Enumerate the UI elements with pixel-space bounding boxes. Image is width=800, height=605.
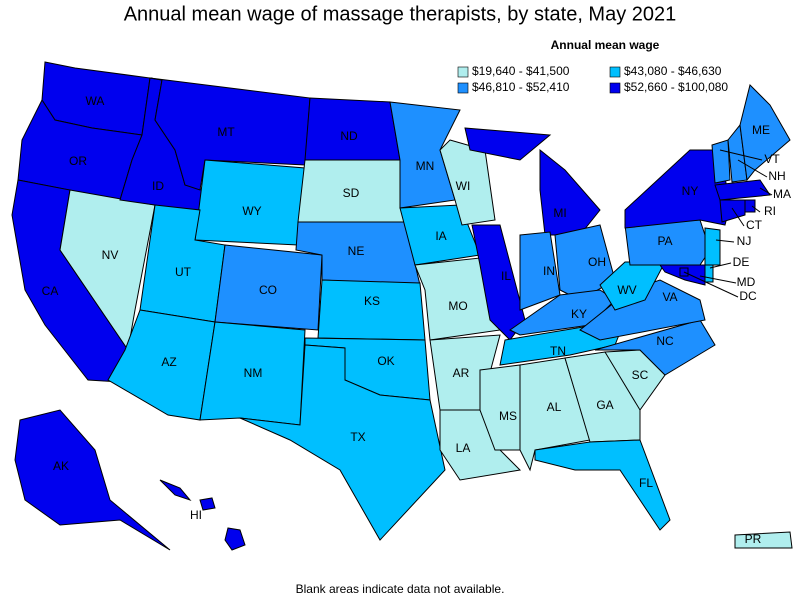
state-area: [224, 527, 246, 551]
state-label: DC: [739, 289, 757, 303]
state-label: IL: [501, 269, 511, 283]
state-label: AL: [547, 400, 562, 414]
state-label: IN: [543, 264, 555, 278]
state-labels: WA OR CA NV ID MT WY UT AZ CO NM ND SD NE KS OK TX MN IA MO…: [42, 94, 791, 546]
state-label: LA: [456, 441, 471, 455]
state-label: SD: [343, 186, 360, 200]
state-area: [599, 261, 666, 311]
state-area: [194, 159, 306, 246]
state-area: [239, 344, 446, 541]
legend-swatch: [609, 82, 621, 94]
legend: $19,640 - $41,500 $43,080 - $46,630 $46,81…: [457, 64, 728, 94]
state-label: WI: [456, 179, 471, 193]
leader-line: [731, 207, 745, 227]
state-label: CO: [259, 283, 277, 297]
legend-label: $19,640 - $41,500: [472, 64, 570, 78]
leader-line: [699, 275, 737, 284]
state-label: GA: [596, 398, 613, 412]
footnote: Blank areas indicate data not available.: [296, 582, 505, 596]
state-label: CT: [746, 218, 763, 232]
state-area: [199, 497, 216, 511]
state-area: [739, 84, 791, 182]
state-label: AZ: [161, 355, 176, 369]
state-area: [214, 244, 323, 331]
state-label: FL: [639, 476, 653, 490]
state-label: NH: [768, 169, 785, 183]
leader-line: [709, 262, 732, 269]
legend-label: $43,080 - $46,630: [624, 64, 722, 78]
state-label: NV: [102, 248, 119, 262]
state-area: [594, 319, 716, 376]
leader-line: [737, 159, 768, 178]
leader-line: [683, 271, 739, 298]
state-area: [317, 279, 426, 341]
state-label: WA: [86, 94, 105, 108]
legend-label: $52,660 - $100,080: [624, 80, 728, 94]
state-label: WY: [242, 204, 261, 218]
leader-line: [715, 239, 735, 243]
state-label: VT: [764, 152, 780, 166]
state-area: [734, 531, 793, 549]
state-label: RI: [764, 204, 776, 218]
state-area: [414, 257, 501, 341]
state-area: [719, 199, 746, 223]
state-label: OH: [588, 255, 606, 269]
legend-swatch: [457, 82, 469, 94]
state-label: ME: [752, 123, 770, 137]
legend-swatch: [609, 66, 621, 78]
state-label: TX: [350, 430, 365, 444]
state-label: NE: [348, 244, 365, 258]
state-label: TN: [550, 344, 566, 358]
state-label: MA: [773, 187, 791, 201]
state-label: NJ: [737, 234, 752, 248]
state-area: [714, 179, 771, 201]
leader-line: [719, 149, 763, 161]
state-label: PR: [745, 532, 762, 546]
state-area: [14, 409, 171, 551]
state-label: OK: [377, 354, 394, 368]
state-label: MN: [416, 159, 435, 173]
map-title: Annual mean wage of massage therapists, …: [124, 3, 677, 25]
state-label: DE: [733, 255, 750, 269]
state-label: NM: [244, 366, 263, 380]
state-label: MI: [553, 206, 566, 220]
state-label: OR: [69, 154, 87, 168]
state-area: [159, 479, 192, 502]
state-label: SC: [632, 368, 649, 382]
state-label: VA: [662, 290, 677, 304]
state-label: NY: [682, 184, 699, 198]
state-label: MD: [737, 275, 756, 289]
state-label: MT: [217, 125, 235, 139]
leader-line: [751, 205, 761, 213]
legend-swatch: [457, 66, 469, 78]
state-label: AR: [453, 366, 470, 380]
state-label: HI: [190, 508, 202, 522]
state-label: KY: [571, 307, 587, 321]
state-area: [711, 139, 731, 184]
legend-label: $46,810 - $52,410: [472, 80, 570, 94]
leader-line: [759, 187, 773, 196]
state-area: [534, 439, 671, 531]
state-area: [704, 227, 721, 266]
state-label: ND: [340, 129, 358, 143]
states: [11, 61, 793, 551]
state-label: UT: [175, 265, 192, 279]
state-label: IA: [435, 229, 446, 243]
state-area: [539, 148, 601, 236]
legend-title: Annual mean wage: [551, 38, 660, 52]
state-area: [479, 364, 521, 451]
state-label: WV: [617, 283, 636, 297]
state-area: [464, 127, 552, 161]
state-area: [744, 199, 756, 213]
state-label: ID: [152, 179, 164, 193]
state-label: PA: [657, 234, 672, 248]
state-label: NC: [656, 334, 674, 348]
state-label: CA: [42, 284, 59, 298]
state-label: MS: [499, 409, 517, 423]
state-label: MO: [448, 299, 467, 313]
state-label: KS: [364, 294, 380, 308]
state-label: AK: [53, 459, 69, 473]
